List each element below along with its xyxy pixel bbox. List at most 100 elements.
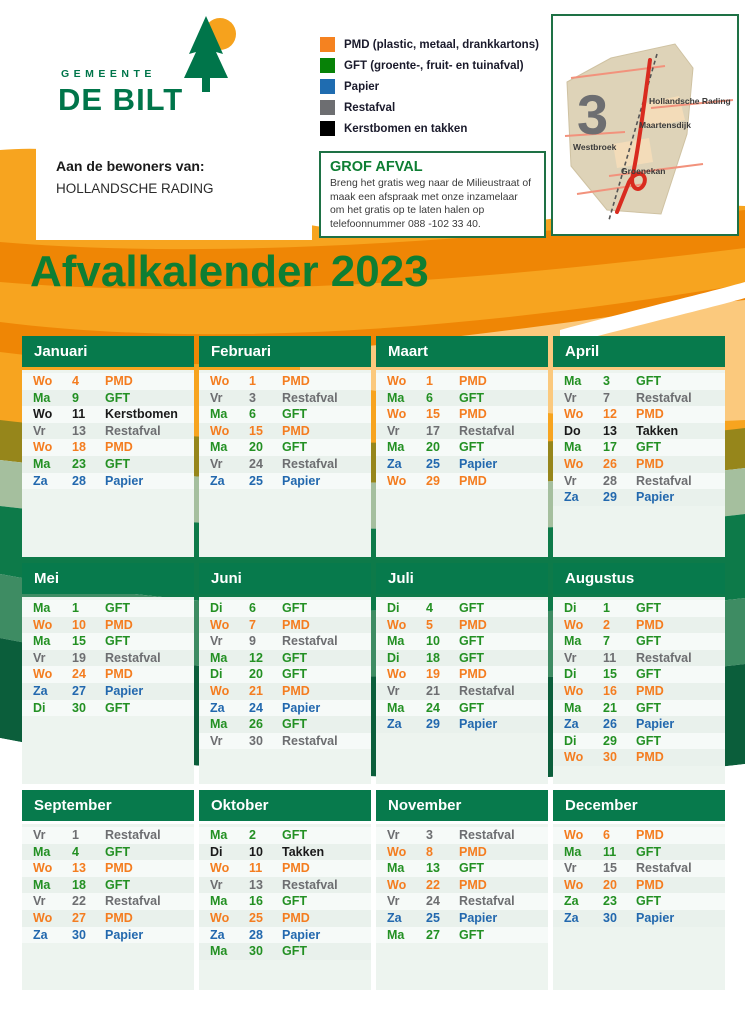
- collection-row: Wo 8 PMD: [376, 843, 548, 861]
- month-body: Ma 1 GFT Wo 10 PMD Ma 15 GFT Vr 19 Restafval Wo 24 PMD…: [22, 597, 194, 784]
- collection-date: 27: [426, 927, 440, 942]
- collection-day: Wo: [210, 617, 230, 632]
- collection-row: Wo 19 PMD: [376, 666, 548, 683]
- collection-day: Ma: [210, 944, 228, 959]
- collection-type: Papier: [636, 490, 675, 505]
- collection-row: Vr 7 Restafval: [553, 389, 725, 407]
- collection-row: Di 20 GFT: [199, 666, 371, 683]
- collection-day: Wo: [210, 911, 230, 926]
- collection-type: PMD: [459, 844, 487, 859]
- collection-type: Papier: [105, 927, 144, 942]
- collection-day: Wo: [33, 861, 53, 876]
- collection-type: Papier: [105, 684, 144, 699]
- collection-date: 4: [426, 601, 433, 616]
- collection-date: 28: [603, 473, 617, 488]
- collection-day: Vr: [33, 828, 46, 843]
- collection-date: 29: [603, 490, 617, 505]
- collection-row: Di 15 GFT: [553, 666, 725, 683]
- collection-type: GFT: [459, 700, 484, 715]
- legend-color-swatch: [320, 100, 335, 115]
- collection-date: 21: [426, 684, 440, 699]
- collection-type: Restafval: [459, 684, 515, 699]
- collection-day: Za: [564, 894, 579, 909]
- collection-day: Ma: [387, 700, 405, 715]
- collection-day: Za: [564, 911, 579, 926]
- collection-day: Za: [210, 927, 225, 942]
- collection-type: Papier: [282, 473, 321, 488]
- collection-day: Ma: [564, 440, 582, 455]
- collection-row: Ma 1 GFT: [22, 600, 194, 617]
- map-label-groenekan: Groenekan: [621, 166, 665, 176]
- collection-row: Za 25 Papier: [199, 472, 371, 490]
- collection-row: Di 4 GFT: [376, 600, 548, 617]
- collection-day: Ma: [564, 634, 582, 649]
- collection-day: Za: [210, 700, 225, 715]
- collection-day: Ma: [387, 440, 405, 455]
- collection-row: Vr 11 Restafval: [553, 649, 725, 667]
- collection-row: Di 18 GFT: [376, 649, 548, 667]
- collection-row: Wo 1 PMD: [199, 373, 371, 390]
- collection-day: Vr: [210, 634, 223, 649]
- grof-afval-title: GROF AFVAL: [330, 159, 423, 175]
- legend-item-label: Papier: [344, 80, 380, 93]
- collection-row: Ma 21 GFT: [553, 699, 725, 717]
- collection-date: 24: [426, 700, 440, 715]
- collection-type: GFT: [282, 650, 307, 665]
- collection-row: Wo 15 PMD: [376, 406, 548, 423]
- collection-date: 20: [426, 440, 440, 455]
- collection-type: PMD: [459, 877, 487, 892]
- collection-day: Wo: [387, 374, 407, 389]
- collection-row: Ma 13 GFT: [376, 860, 548, 877]
- collection-type: Restafval: [636, 650, 692, 665]
- month-panel: November Vr 3 Restafval Wo 8 PMD Ma 13 GFT Wo 22 PMD…: [376, 790, 548, 990]
- collection-day: Wo: [210, 423, 230, 438]
- month-panel: Augustus Di 1 GFT Wo 2 PMD Ma 7 GFT Vr 11 Restafval D…: [553, 563, 725, 784]
- collection-date: 26: [603, 717, 617, 732]
- month-panel: Juni Di 6 GFT Wo 7 PMD Vr 9 Restafval Ma 12 GFT Di 20 G…: [199, 563, 371, 784]
- month-header: December: [553, 790, 725, 821]
- collection-row: Za 23 GFT: [553, 893, 725, 910]
- address-block: Aan de bewoners van: HOLLANDSCHE RADING: [36, 148, 312, 240]
- district-map: 3 Hollandsche Rading Maartensdijk Westbr…: [551, 14, 739, 236]
- address-line: HOLLANDSCHE RADING: [56, 181, 214, 196]
- collection-type: Restafval: [282, 877, 338, 892]
- legend-item: PMD (plastic, metaal, drankkartons): [320, 37, 539, 52]
- collection-type: PMD: [636, 407, 664, 422]
- collection-day: Vr: [210, 390, 223, 405]
- collection-date: 10: [426, 634, 440, 649]
- collection-type: GFT: [105, 634, 130, 649]
- collection-day: Wo: [564, 750, 584, 765]
- collection-date: 13: [426, 861, 440, 876]
- collection-type: GFT: [282, 894, 307, 909]
- collection-type: PMD: [105, 861, 133, 876]
- page-title: Afvalkalender 2023: [30, 247, 429, 296]
- collection-date: 25: [426, 457, 440, 472]
- collection-date: 27: [72, 911, 86, 926]
- collection-type: GFT: [636, 700, 661, 715]
- collection-type: PMD: [282, 423, 310, 438]
- collection-type: Restafval: [282, 634, 338, 649]
- collection-row: Wo 7 PMD: [199, 616, 371, 634]
- collection-day: Di: [564, 601, 577, 616]
- collection-day: Wo: [387, 617, 407, 632]
- collection-type: GFT: [282, 717, 307, 732]
- collection-row: Di 30 GFT: [22, 699, 194, 717]
- collection-day: Di: [210, 601, 223, 616]
- collection-row: Ma 10 GFT: [376, 633, 548, 650]
- collection-date: 18: [72, 877, 86, 892]
- collection-day: Vr: [387, 684, 400, 699]
- collection-day: Wo: [33, 374, 53, 389]
- collection-day: Wo: [33, 617, 53, 632]
- collection-type: Restafval: [459, 894, 515, 909]
- collection-row: Vr 24 Restafval: [376, 893, 548, 910]
- collection-date: 28: [249, 927, 263, 942]
- collection-type: Takken: [282, 844, 325, 859]
- collection-row: Wo 18 PMD: [22, 439, 194, 456]
- collection-date: 6: [249, 407, 256, 422]
- collection-type: Restafval: [105, 650, 161, 665]
- collection-row: Ma 9 GFT: [22, 389, 194, 407]
- collection-row: Vr 19 Restafval: [22, 649, 194, 667]
- collection-type: GFT: [282, 407, 307, 422]
- collection-row: Vr 9 Restafval: [199, 633, 371, 650]
- collection-date: 24: [72, 667, 86, 682]
